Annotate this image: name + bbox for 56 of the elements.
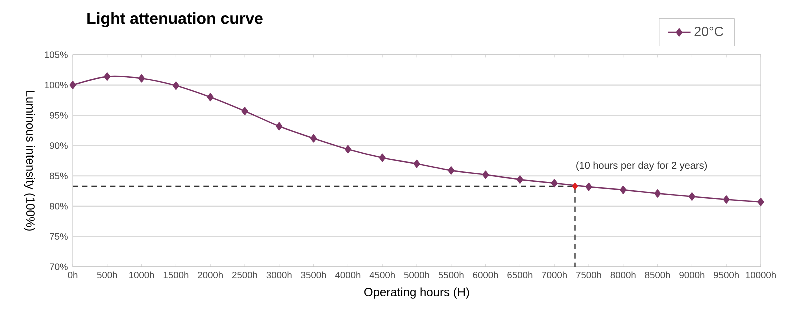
point xyxy=(242,107,248,116)
annotation: (10 hours per day for 2 years) xyxy=(576,162,708,172)
x-tick-label: 7000h xyxy=(542,272,567,279)
x-tick-label: 8500h xyxy=(645,272,670,279)
point xyxy=(276,122,283,131)
point xyxy=(551,179,558,188)
x-tick-label: 1500h xyxy=(164,272,189,279)
y-tick-label: 95% xyxy=(50,112,68,119)
x-tick-label: 9500h xyxy=(714,272,739,279)
x-tick-label: 0h xyxy=(68,272,78,279)
point xyxy=(207,93,214,102)
point xyxy=(379,154,386,162)
point xyxy=(723,196,730,204)
y-axis-title: Luminous intensity (100%) xyxy=(24,91,36,231)
point xyxy=(758,198,764,206)
point xyxy=(138,74,146,83)
y-tick-label: 80% xyxy=(50,203,68,210)
x-tick-label: 7500h xyxy=(576,272,602,279)
x-tick-label: 4000h xyxy=(335,272,361,279)
point xyxy=(654,190,662,198)
x-tick-label: 500h xyxy=(97,272,118,279)
x-tick-label: 5500h xyxy=(438,272,464,279)
x-tick-label: 10000h xyxy=(746,272,776,279)
x-tick-label: 6500h xyxy=(508,272,533,279)
legend-label: 20°C xyxy=(694,26,724,36)
point xyxy=(344,145,352,154)
point xyxy=(104,72,111,81)
point xyxy=(688,192,696,201)
y-tick-label: 100% xyxy=(45,82,68,89)
x-tick-label: 3000h xyxy=(266,272,292,279)
point xyxy=(572,182,578,190)
chart-title: Light attenuation curve xyxy=(88,12,263,28)
x-tick-label: 8000h xyxy=(610,272,636,279)
x-tick-label: 1000h xyxy=(130,272,154,279)
x-tick-label: 4500h xyxy=(370,272,395,279)
x-tick-label: 5000h xyxy=(404,272,430,279)
x-tick-label: 2000h xyxy=(198,272,223,279)
x-tick-label: 9000h xyxy=(680,272,705,279)
point xyxy=(448,166,455,175)
point xyxy=(516,176,524,184)
point xyxy=(172,82,180,90)
x-tick-label: 3500h xyxy=(301,272,326,279)
point xyxy=(482,170,490,180)
point xyxy=(70,81,76,90)
point xyxy=(586,182,592,192)
y-tick-label: 85% xyxy=(50,172,68,180)
y-tick-label: 70% xyxy=(50,264,68,270)
y-tick-label: 105% xyxy=(45,52,68,58)
x-tick-label: 2500h xyxy=(232,272,258,279)
y-tick-label: 90% xyxy=(50,142,68,150)
point xyxy=(310,134,318,143)
x-tick-label: 6000h xyxy=(473,272,498,279)
y-tick-label: 75% xyxy=(50,233,68,240)
point xyxy=(620,186,627,194)
point xyxy=(414,160,420,168)
x-axis-title: Operating hours (H) xyxy=(364,288,470,299)
